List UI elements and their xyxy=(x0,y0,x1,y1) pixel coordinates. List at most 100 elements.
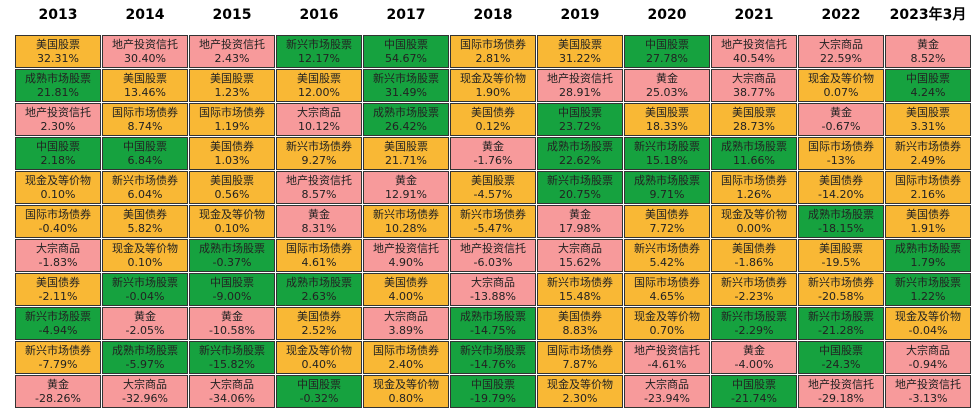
asset-name: 新兴市场债券 xyxy=(895,140,961,153)
return-value: -9.00% xyxy=(212,290,252,303)
return-cell: 中国股票 6.84% xyxy=(102,137,188,170)
return-cell: 大宗商品 -13.88% xyxy=(450,273,536,306)
return-cell: 现金及等价物 0.00% xyxy=(711,205,797,238)
return-value: -2.29% xyxy=(734,324,774,337)
return-cell: 现金及等价物 -0.04% xyxy=(885,307,971,340)
return-value: 0.40% xyxy=(301,358,337,371)
return-value: -1.83% xyxy=(38,256,78,269)
return-value: 0.00% xyxy=(736,222,772,235)
asset-name: 美国股票 xyxy=(732,106,776,119)
return-cell: 现金及等价物 0.40% xyxy=(276,341,362,374)
return-value: 54.67% xyxy=(385,52,427,65)
asset-name: 国际市场债券 xyxy=(808,140,874,153)
asset-name: 美国股票 xyxy=(36,38,80,51)
asset-name: 国际市场债券 xyxy=(286,242,352,255)
asset-name: 美国股票 xyxy=(558,38,602,51)
year-header: 2021 xyxy=(734,7,774,23)
asset-name: 黄金 xyxy=(395,174,417,187)
return-value: 3.89% xyxy=(388,324,424,337)
return-cell: 大宗商品 15.62% xyxy=(537,239,623,272)
asset-name: 中国股票 xyxy=(906,72,950,85)
return-value: 15.62% xyxy=(559,256,601,269)
year-header: 2020 xyxy=(647,7,687,23)
asset-name: 地产投资信托 xyxy=(199,38,265,51)
asset-name: 新兴市场债券 xyxy=(460,208,526,221)
asset-name: 美国债券 xyxy=(906,208,950,221)
return-value: -29.18% xyxy=(818,392,864,405)
return-value: 21.71% xyxy=(385,154,427,167)
asset-name: 大宗商品 xyxy=(471,276,515,289)
return-value: -23.94% xyxy=(644,392,690,405)
asset-name: 新兴市场债券 xyxy=(808,276,874,289)
return-value: -0.94% xyxy=(908,358,948,371)
asset-name: 成熟市场股票 xyxy=(112,344,178,357)
return-cell: 新兴市场股票 15.18% xyxy=(624,137,710,170)
asset-name: 新兴市场债券 xyxy=(286,140,352,153)
return-cell: 美国债券 2.52% xyxy=(276,307,362,340)
return-value: -14.75% xyxy=(470,324,516,337)
asset-name: 地产投资信托 xyxy=(808,378,874,391)
return-value: 0.80% xyxy=(388,392,424,405)
year-header: 2016 xyxy=(299,7,339,23)
return-value: -13% xyxy=(826,154,856,167)
year-column: 美国股票 31.22% 地产投资信托 28.91% 中国股票 23.72% 成熟市场股票 22… xyxy=(537,35,623,413)
year-header: 2013 xyxy=(38,7,78,23)
asset-name: 现金及等价物 xyxy=(286,344,352,357)
return-cell: 大宗商品 38.77% xyxy=(711,69,797,102)
return-cell: 现金及等价物 0.07% xyxy=(798,69,884,102)
return-cell: 地产投资信托 -29.18% xyxy=(798,375,884,408)
return-cell: 地产投资信托 40.54% xyxy=(711,35,797,68)
return-value: -2.05% xyxy=(125,324,165,337)
asset-name: 国际市场债券 xyxy=(634,276,700,289)
asset-name: 中国股票 xyxy=(471,378,515,391)
return-value: 15.48% xyxy=(559,290,601,303)
return-cell: 黄金 25.03% xyxy=(624,69,710,102)
asset-name: 美国股票 xyxy=(906,106,950,119)
asset-name: 成熟市场股票 xyxy=(373,106,439,119)
return-cell: 黄金 8.52% xyxy=(885,35,971,68)
year-column: 中国股票 27.78% 黄金 25.03% 美国股票 18.33% 新兴市场股票 15.18%… xyxy=(624,35,710,413)
return-value: 2.16% xyxy=(910,188,946,201)
return-value: 38.77% xyxy=(733,86,775,99)
return-cell: 大宗商品 3.89% xyxy=(363,307,449,340)
return-value: 1.26% xyxy=(736,188,772,201)
return-cell: 新兴市场股票 -4.94% xyxy=(15,307,101,340)
asset-name: 成熟市场股票 xyxy=(25,72,91,85)
return-value: 2.63% xyxy=(301,290,337,303)
year-column: 新兴市场股票 12.17% 美国股票 12.00% 大宗商品 10.12% 新兴市场债券 9.… xyxy=(276,35,362,413)
asset-name: 新兴市场债券 xyxy=(112,174,178,187)
asset-name: 美国债券 xyxy=(36,276,80,289)
return-cell: 中国股票 -21.74% xyxy=(711,375,797,408)
return-cell: 成熟市场股票 2.63% xyxy=(276,273,362,306)
return-cell: 国际市场债券 8.74% xyxy=(102,103,188,136)
asset-name: 现金及等价物 xyxy=(721,208,787,221)
return-cell: 美国债券 4.00% xyxy=(363,273,449,306)
return-cell: 国际市场债券 -0.40% xyxy=(15,205,101,238)
return-cell: 美国债券 -1.86% xyxy=(711,239,797,272)
return-cell: 大宗商品 -1.83% xyxy=(15,239,101,272)
return-cell: 中国股票 4.24% xyxy=(885,69,971,102)
asset-name: 美国股票 xyxy=(471,174,515,187)
return-value: 4.65% xyxy=(649,290,685,303)
return-cell: 国际市场债券 2.40% xyxy=(363,341,449,374)
asset-name: 大宗商品 xyxy=(210,378,254,391)
return-value: 2.30% xyxy=(40,120,76,133)
year-header: 2017 xyxy=(386,7,426,23)
year-column: 地产投资信托 2.43% 美国股票 1.23% 国际市场债券 1.19% 美国债券 1.03%… xyxy=(189,35,275,413)
return-value: -1.76% xyxy=(473,154,513,167)
asset-name: 新兴市场股票 xyxy=(547,174,613,187)
asset-name: 美国股票 xyxy=(210,174,254,187)
asset-name: 新兴市场债券 xyxy=(25,344,91,357)
year-header: 2015 xyxy=(212,7,252,23)
asset-name: 新兴市场债券 xyxy=(721,276,787,289)
return-cell: 中国股票 -9.00% xyxy=(189,273,275,306)
year-column: 国际市场债券 2.81% 现金及等价物 1.90% 美国债券 0.12% 黄金 -1.76% 美… xyxy=(450,35,536,413)
return-value: 2.49% xyxy=(910,154,946,167)
asset-name: 大宗商品 xyxy=(645,378,689,391)
asset-name: 黄金 xyxy=(569,208,591,221)
return-value: 0.10% xyxy=(214,222,250,235)
return-value: 28.73% xyxy=(733,120,775,133)
return-value: 8.31% xyxy=(301,222,337,235)
asset-name: 新兴市场股票 xyxy=(721,310,787,323)
asset-name: 现金及等价物 xyxy=(895,310,961,323)
